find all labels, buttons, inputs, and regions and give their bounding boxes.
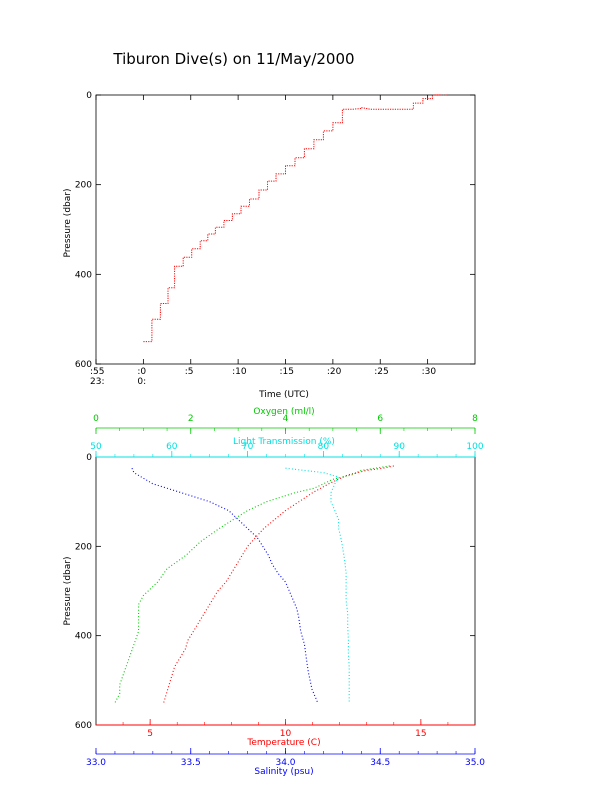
- transmission-tick-label: 70: [242, 442, 254, 452]
- temperature-profile: [163, 465, 394, 703]
- salinity-tick-label: 35.0: [465, 758, 485, 768]
- transmission-tick-label: 100: [466, 442, 483, 452]
- depth-tick-label-bottom: 600: [75, 721, 92, 731]
- depth-axis-label-bottom: Pressure (dbar): [63, 557, 73, 626]
- salinity-tick-label: 33.0: [86, 758, 106, 768]
- salinity-tick-label: 34.0: [275, 758, 295, 768]
- depth-tick-label-top: 200: [75, 181, 92, 191]
- depth-tick-label-top: 400: [75, 270, 92, 280]
- temperature-tick-label: 15: [415, 729, 426, 739]
- oxygen-tick-label: 6: [377, 414, 383, 424]
- depth-tick-label-bottom: 0: [86, 453, 92, 463]
- time-tick-label: :10: [232, 367, 247, 377]
- time-tick-label: :55: [90, 367, 104, 377]
- oxygen-tick-label: 8: [472, 414, 478, 424]
- oxygen-tick-label: 4: [283, 414, 289, 424]
- transmission-tick-label: 80: [318, 442, 330, 452]
- salinity-profile: [131, 467, 319, 703]
- salinity-axis-label: Salinity (psu): [254, 767, 313, 777]
- time-tick-label: :0: [137, 367, 146, 377]
- time-tick-label: :25: [374, 367, 388, 377]
- oxygen-profile: [114, 465, 390, 703]
- depth-tick-label-bottom: 400: [75, 632, 92, 642]
- oxygen-axis-label: Oxygen (ml/l): [253, 407, 314, 417]
- oxygen-tick-label: 0: [93, 414, 99, 424]
- temperature-axis-label: Temperature (C): [246, 738, 320, 748]
- temperature-tick-label: 10: [280, 729, 292, 739]
- profile-frame: [95, 456, 476, 726]
- depth-tick-label-top: 600: [75, 360, 92, 370]
- hour-label: 23:: [90, 377, 104, 387]
- time-tick-label: :5: [185, 367, 194, 377]
- transmission-axis-label: Light Transmission (%): [233, 437, 335, 447]
- hour-label: 0:: [137, 377, 146, 387]
- time-axis-label: Time (UTC): [258, 390, 309, 400]
- depth-tick-label-bottom: 200: [75, 542, 92, 552]
- time-tick-label: :20: [327, 367, 342, 377]
- temperature-tick-label: 5: [147, 729, 153, 739]
- salinity-tick-label: 33.5: [181, 758, 201, 768]
- depth-axis-label-top: Pressure (dbar): [63, 189, 73, 258]
- time-tick-label: :15: [280, 367, 294, 377]
- transmission-tick-label: 90: [393, 442, 405, 452]
- oxygen-tick-label: 2: [188, 414, 194, 424]
- depth-trace-line: [143, 94, 447, 343]
- depth-time-frame: [95, 94, 476, 365]
- depth-tick-label-top: 0: [86, 91, 92, 101]
- transmission-tick-label: 50: [90, 442, 102, 452]
- time-tick-label: :30: [422, 367, 437, 377]
- salinity-tick-label: 34.5: [370, 758, 390, 768]
- transmission-tick-label: 60: [166, 442, 178, 452]
- transmission-profile: [285, 467, 350, 703]
- page-title: Tiburon Dive(s) on 11/May/2000: [113, 50, 355, 68]
